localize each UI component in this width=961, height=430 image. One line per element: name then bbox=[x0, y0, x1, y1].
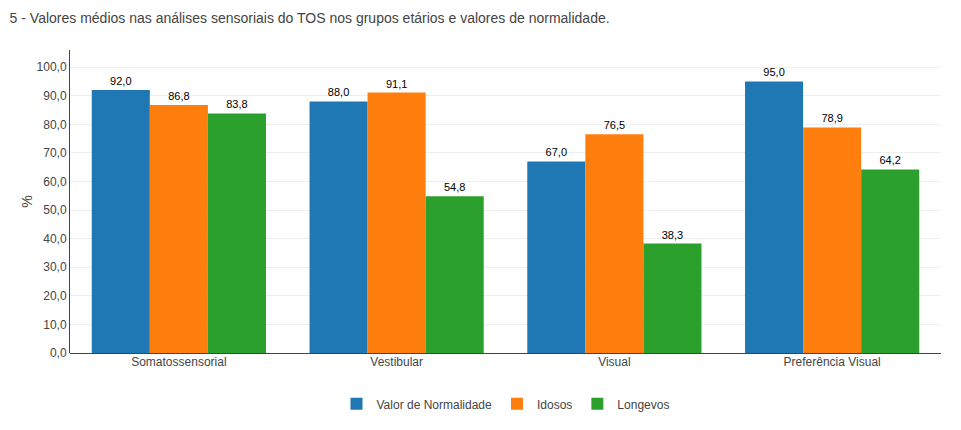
svg-text:64,2: 64,2 bbox=[879, 154, 900, 166]
svg-text:40,0: 40,0 bbox=[43, 232, 67, 246]
svg-text:Longevos: Longevos bbox=[617, 398, 669, 412]
svg-text:60,0: 60,0 bbox=[43, 175, 67, 189]
svg-text:54,8: 54,8 bbox=[444, 181, 465, 193]
svg-text:78,9: 78,9 bbox=[821, 112, 842, 124]
svg-text:10,0: 10,0 bbox=[43, 318, 67, 332]
svg-text:90,0: 90,0 bbox=[43, 89, 67, 103]
svg-text:38,3: 38,3 bbox=[662, 229, 683, 241]
svg-text:5 - Valores médios nas análise: 5 - Valores médios nas análises sensoria… bbox=[10, 10, 610, 26]
svg-text:88,0: 88,0 bbox=[328, 86, 349, 98]
svg-text:92,0: 92,0 bbox=[110, 75, 131, 87]
svg-text:Idosos: Idosos bbox=[537, 398, 572, 412]
svg-text:20,0: 20,0 bbox=[43, 289, 67, 303]
svg-text:30,0: 30,0 bbox=[43, 260, 67, 274]
svg-text:83,8: 83,8 bbox=[226, 98, 247, 110]
svg-text:Valor de Normalidade: Valor de Normalidade bbox=[377, 398, 492, 412]
svg-text:91,1: 91,1 bbox=[386, 78, 407, 90]
svg-text:Somatossensorial: Somatossensorial bbox=[131, 355, 226, 369]
svg-text:%: % bbox=[19, 195, 35, 207]
svg-text:0,0: 0,0 bbox=[50, 346, 67, 360]
svg-text:50,0: 50,0 bbox=[43, 203, 67, 217]
svg-text:76,5: 76,5 bbox=[604, 119, 625, 131]
svg-text:Visual: Visual bbox=[598, 355, 630, 369]
svg-text:100,0: 100,0 bbox=[37, 60, 67, 74]
svg-text:86,8: 86,8 bbox=[168, 90, 189, 102]
svg-text:95,0: 95,0 bbox=[763, 66, 784, 78]
svg-text:70,0: 70,0 bbox=[43, 146, 67, 160]
svg-text:80,0: 80,0 bbox=[43, 118, 67, 132]
svg-text:Preferência Visual: Preferência Visual bbox=[784, 355, 881, 369]
svg-text:Vestibular: Vestibular bbox=[370, 355, 423, 369]
svg-text:67,0: 67,0 bbox=[546, 146, 567, 158]
